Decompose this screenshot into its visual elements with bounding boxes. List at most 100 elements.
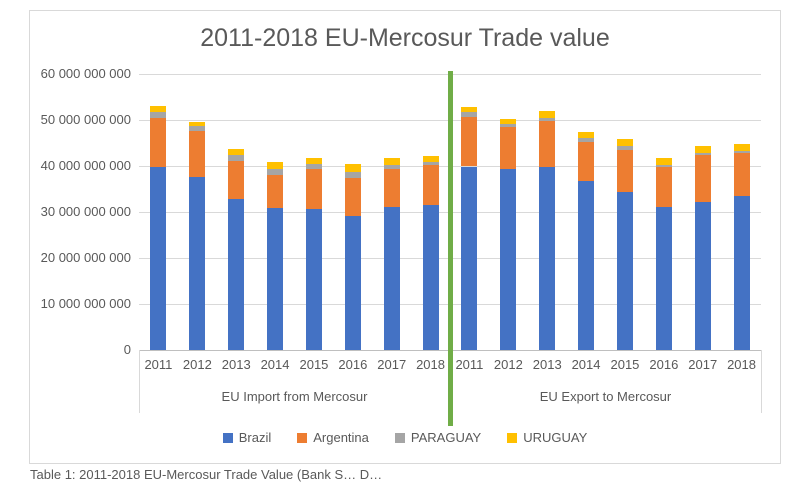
x-tick-label: 2017: [377, 357, 407, 372]
bar-segment-brazil-2016: [344, 216, 361, 350]
legend-swatch-icon: [222, 432, 233, 443]
y-tick-label: 50 000 000 000: [40, 112, 131, 127]
bar-segment-paraguay-2014: [578, 138, 595, 143]
bar-segment-uruguay-2018: [422, 155, 439, 162]
x-tick-label: 2017: [688, 357, 718, 372]
x-tick-label: 2016: [338, 357, 368, 372]
bar-segment-argentina-2014: [578, 142, 595, 182]
legend-swatch-icon: [297, 432, 308, 443]
x-tick-label: 2018: [727, 357, 756, 372]
bar-segment-uruguay-2013: [228, 149, 245, 155]
bar-segment-paraguay-2017: [383, 164, 400, 169]
bar-segment-argentina-2015: [305, 169, 322, 209]
bar-segment-uruguay-2015: [305, 157, 322, 165]
y-tick-label: 30 000 000 000: [40, 204, 131, 219]
bar-segment-uruguay-2016: [344, 164, 361, 172]
x-tick-label: 2013: [221, 357, 251, 372]
y-tick-label: 10 000 000 000: [40, 296, 131, 311]
bar-segment-paraguay-2012: [189, 126, 206, 132]
bar-segment-paraguay-2011: [461, 111, 478, 117]
bar-segment-paraguay-2012: [500, 123, 517, 127]
legend-item-argentina: Argentina: [297, 430, 369, 445]
bar-segment-paraguay-2011: [150, 112, 167, 118]
bar-segment-brazil-2017: [694, 201, 711, 350]
x-tick-label: 2012: [182, 357, 212, 372]
bar-segment-uruguay-2012: [189, 121, 206, 126]
y-tick-label: 0: [123, 342, 131, 357]
bar-segment-argentina-2011: [150, 117, 167, 168]
bar-segment-uruguay-2011: [461, 106, 478, 112]
legend-label: Argentina: [313, 430, 369, 445]
x-tick-label: 2018: [416, 357, 445, 372]
legend-label: Brazil: [238, 430, 272, 445]
x-tick-label: 2014: [571, 357, 601, 372]
chart-title: 2011-2018 EU-Mercosur Trade value: [200, 24, 610, 52]
bar-segment-paraguay-2015: [305, 164, 322, 170]
bar-segment-argentina-2012: [500, 126, 517, 169]
bar-segment-brazil-2018: [422, 205, 439, 350]
x-tick-label: 2015: [610, 357, 640, 372]
bar-segment-uruguay-2014: [267, 161, 284, 169]
bar-segment-argentina-2013: [539, 120, 556, 168]
bar-segment-paraguay-2014: [267, 168, 284, 175]
legend-swatch-icon: [394, 432, 405, 443]
bar-segment-brazil-2013: [539, 167, 556, 350]
bar-segment-paraguay-2016: [655, 165, 672, 168]
legend-label: URUGUAY: [523, 430, 588, 445]
bar-segment-argentina-2017: [383, 168, 400, 208]
bar-segment-uruguay-2012: [500, 118, 517, 124]
x-tick-label: 2011: [144, 357, 173, 372]
chart-frame: 2011-2018 EU-Mercosur Trade value Brazil…: [29, 10, 781, 464]
bar-segment-brazil-2016: [655, 206, 672, 350]
bar-segment-uruguay-2013: [539, 110, 556, 118]
bar-segment-uruguay-2011: [150, 106, 167, 113]
bar-segment-uruguay-2018: [733, 143, 750, 151]
page: { "caption": "Table 1: 2011-2018 EU-Merc…: [29, 10, 781, 482]
bar-segment-argentina-2011: [461, 116, 478, 167]
bar-segment-uruguay-2014: [578, 132, 595, 139]
y-tick-label: 40 000 000 000: [40, 158, 131, 173]
x-tick-label: 2011: [455, 357, 484, 372]
legend-item-paraguay: PARAGUAY: [394, 430, 481, 445]
x-tick-label: 2013: [532, 357, 562, 372]
bar-segment-brazil-2014: [578, 181, 595, 350]
bar-segment-argentina-2017: [694, 155, 711, 202]
bar-segment-uruguay-2017: [694, 146, 711, 153]
bar-segment-paraguay-2013: [228, 155, 245, 161]
bar-segment-argentina-2013: [228, 160, 245, 200]
x-tick-label: 2012: [493, 357, 523, 372]
bar-segment-brazil-2011: [461, 166, 478, 350]
bar-segment-paraguay-2018: [733, 150, 750, 154]
x-tick-label: 2014: [260, 357, 290, 372]
group-label: EU Import from Mercosur: [221, 389, 368, 404]
bar-segment-paraguay-2016: [344, 171, 361, 178]
bar-segment-brazil-2015: [616, 192, 633, 350]
bar-segment-argentina-2014: [267, 174, 284, 208]
legend-item-uruguay: URUGUAY: [507, 430, 587, 445]
category-divider: [761, 350, 762, 413]
legend-item-brazil: Brazil: [222, 430, 272, 445]
bar-segment-brazil-2015: [305, 208, 322, 350]
bar-segment-argentina-2015: [616, 150, 633, 193]
bar-segment-argentina-2018: [422, 165, 439, 206]
bar-segment-paraguay-2018: [422, 161, 439, 166]
group-label: EU Export to Mercosur: [539, 389, 672, 404]
x-tick-label: 2016: [649, 357, 679, 372]
bar-segment-brazil-2018: [733, 196, 750, 350]
bar-segment-uruguay-2015: [616, 138, 633, 147]
legend-swatch-icon: [507, 432, 518, 443]
bar-segment-uruguay-2016: [655, 158, 672, 166]
bar-segment-argentina-2018: [733, 153, 750, 197]
bar-segment-brazil-2012: [500, 168, 517, 350]
bar-segment-brazil-2011: [150, 167, 167, 350]
chart-legend: Brazil Argentina PARAGUAY URUGUAY: [30, 430, 780, 445]
group-separator-line: [448, 71, 453, 426]
bar-segment-brazil-2013: [228, 199, 245, 350]
bar-segment-brazil-2012: [189, 176, 206, 350]
bar-segment-argentina-2016: [344, 177, 361, 217]
bar-segment-brazil-2014: [267, 207, 284, 350]
bar-segment-paraguay-2015: [616, 146, 633, 151]
bar-segment-argentina-2016: [655, 167, 672, 207]
figure-caption-clipped: Table 1: 2011-2018 EU-Mercosur Trade Val…: [30, 467, 383, 482]
bar-segment-uruguay-2017: [383, 157, 400, 165]
